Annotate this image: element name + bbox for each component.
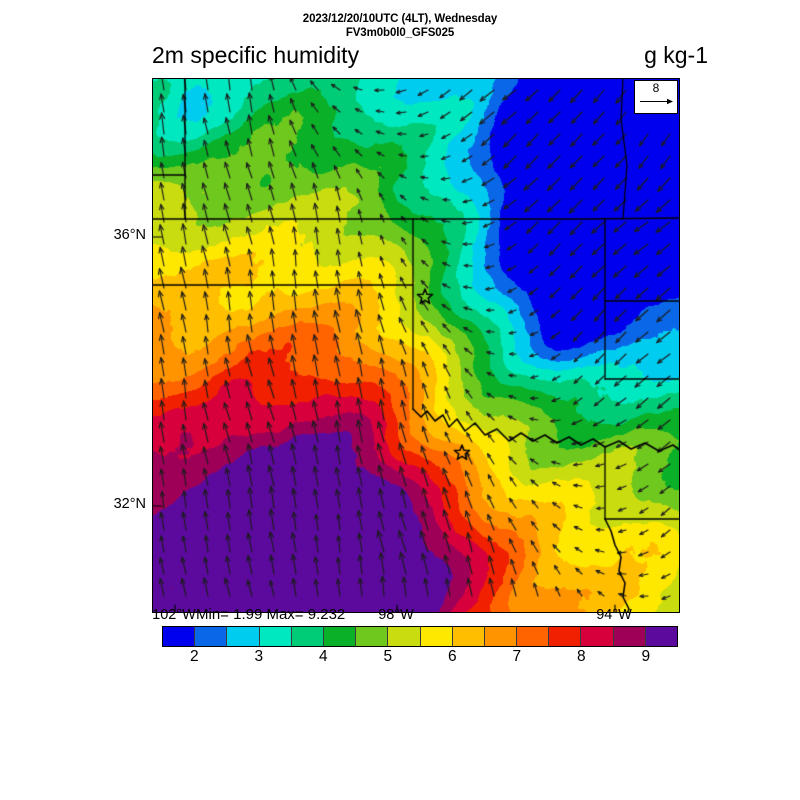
colorbar-tick-label: 7 bbox=[512, 648, 522, 665]
colorbar-segment bbox=[517, 627, 550, 646]
colorbar-segment bbox=[452, 627, 485, 646]
minmax-annotation: Min= 1.99 Max= 9.232 bbox=[196, 606, 346, 623]
colorbar-segment bbox=[291, 627, 324, 646]
units-label: g kg-1 bbox=[644, 42, 708, 68]
colorbar-segment bbox=[549, 627, 582, 646]
colorbar-segment bbox=[581, 627, 614, 646]
colorbar-segment bbox=[613, 627, 646, 646]
colorbar-segment bbox=[163, 627, 196, 646]
colorbar-tick-label: 9 bbox=[641, 648, 651, 665]
header-datetime: 2023/12/20/10UTC (4LT), Wednesday bbox=[302, 13, 498, 25]
colorbar-tick-label: 5 bbox=[383, 648, 393, 665]
axis-label-lon-98w: 98°W bbox=[378, 607, 414, 623]
colorbar-segment bbox=[195, 627, 228, 646]
axis-label-lat-32n: 32°N bbox=[113, 496, 146, 512]
map-borders-overlay-canvas bbox=[153, 79, 679, 612]
colorbar-tick-label: 2 bbox=[189, 648, 199, 665]
colorbar-segment bbox=[645, 627, 677, 646]
header-model-name: FV3m0b0l0_GFS025 bbox=[345, 27, 455, 39]
colorbar-segment bbox=[227, 627, 260, 646]
colorbar-tick-label: 3 bbox=[254, 648, 264, 665]
colorbar-tick-label: 6 bbox=[447, 648, 457, 665]
page-title: 2m specific humidity bbox=[152, 42, 360, 68]
colorbar-segment bbox=[420, 627, 453, 646]
colorbar-segment bbox=[323, 627, 357, 646]
colorbar-segment bbox=[259, 627, 292, 646]
colorbar-segment bbox=[484, 627, 518, 646]
colorbar-segment bbox=[388, 627, 421, 646]
colorbar-segment bbox=[356, 627, 389, 646]
map-panel[interactable]: 8 bbox=[152, 78, 680, 613]
axis-label-lon-102w: 102°W bbox=[152, 607, 196, 623]
reference-vector-key: 8 bbox=[634, 80, 678, 114]
axis-label-lat-36n: 36°N bbox=[113, 227, 146, 243]
reference-vector-arrow-icon bbox=[640, 98, 673, 105]
colorbar-tick-label: 4 bbox=[318, 648, 328, 665]
colorbar[interactable] bbox=[162, 626, 678, 647]
colorbar-tick-labels: 2 3 4 5 6 7 8 9 bbox=[162, 648, 678, 668]
reference-vector-value: 8 bbox=[652, 81, 660, 95]
colorbar-tick-label: 8 bbox=[576, 648, 586, 665]
axis-label-lon-94w: 94°W bbox=[596, 607, 632, 623]
